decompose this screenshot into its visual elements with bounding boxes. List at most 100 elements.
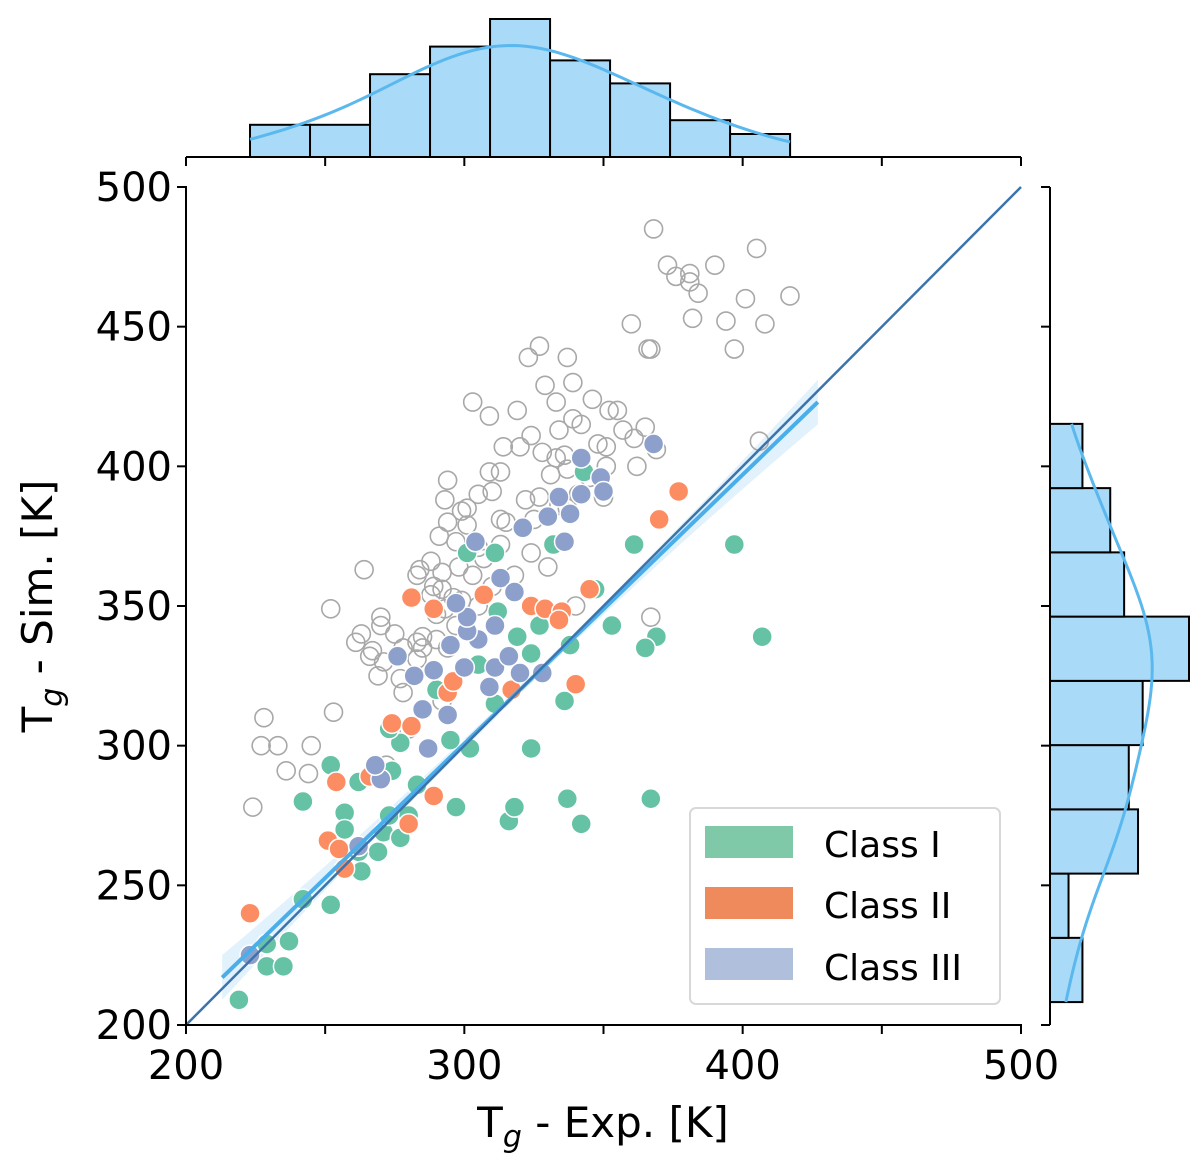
data-point	[724, 339, 745, 359]
data-point	[529, 487, 550, 507]
data-point	[557, 347, 578, 368]
x-tick-label: 500	[983, 1043, 1059, 1089]
identity-line	[185, 186, 1022, 1026]
data-point	[688, 283, 708, 303]
data-point	[705, 255, 725, 276]
data-point	[371, 607, 391, 627]
data-point	[397, 813, 420, 835]
data-point	[490, 462, 511, 482]
data-point	[546, 392, 566, 412]
data-point	[437, 470, 458, 491]
data-point	[635, 417, 656, 438]
data-point	[422, 598, 445, 620]
data-point	[578, 578, 601, 600]
data-point	[254, 707, 274, 728]
data-point	[503, 581, 526, 603]
histogram-bar	[429, 45, 492, 158]
data-point	[556, 787, 579, 810]
x-tick-label: 400	[704, 1043, 780, 1089]
histogram-bar	[669, 119, 732, 158]
data-point	[529, 336, 550, 357]
data-point	[393, 682, 413, 703]
data-point	[648, 508, 670, 531]
data-point	[422, 659, 445, 681]
data-point	[607, 400, 628, 421]
data-point	[468, 484, 489, 505]
data-point	[549, 420, 569, 440]
data-point	[553, 531, 576, 553]
data-point	[548, 609, 570, 631]
data-point	[462, 392, 483, 412]
data-point	[437, 512, 458, 533]
histogram-bar	[549, 59, 612, 158]
x-tick-label: 300	[426, 1043, 502, 1089]
y-tick-label: 350	[96, 584, 172, 630]
data-point	[621, 314, 642, 334]
legend-label-class-3: Class III	[824, 948, 962, 989]
data-point	[407, 649, 427, 669]
data-point	[407, 632, 427, 653]
data-point	[464, 531, 487, 553]
histogram-bar	[369, 73, 432, 158]
data-point	[521, 425, 541, 446]
legend-patch-class-1	[705, 826, 793, 858]
axis-ticks: 200 300 400 500 200 250 300 350 400 450 500	[96, 156, 1059, 1089]
data-point	[634, 637, 656, 659]
data-point	[596, 436, 617, 457]
data-point	[484, 656, 506, 679]
data-point	[351, 624, 372, 644]
data-point	[520, 737, 542, 760]
data-point	[421, 551, 441, 572]
data-point	[422, 785, 445, 807]
data-point	[489, 567, 512, 589]
data-point	[386, 645, 409, 668]
histogram-bar	[1049, 551, 1126, 618]
data-point	[333, 818, 356, 841]
data-point	[601, 614, 623, 637]
data-point	[301, 735, 322, 756]
data-point	[439, 729, 462, 751]
data-point	[292, 790, 314, 813]
legend-patch-class-2	[705, 887, 793, 919]
data-point	[442, 670, 464, 693]
data-point	[453, 656, 476, 679]
data-point	[432, 579, 452, 600]
data-point	[640, 787, 662, 810]
data-point	[510, 436, 530, 457]
data-point	[457, 515, 477, 535]
data-point	[570, 447, 592, 469]
data-point	[364, 754, 387, 776]
data-point	[319, 894, 342, 916]
data-point	[432, 562, 452, 583]
data-point	[412, 626, 433, 647]
data-point	[323, 702, 344, 722]
histogram-bar	[309, 123, 372, 159]
data-point	[592, 480, 615, 503]
y-tick-label: 400	[96, 444, 172, 490]
data-point	[456, 606, 478, 628]
data-point	[362, 640, 383, 661]
data-point	[411, 698, 434, 721]
data-point	[642, 433, 665, 455]
series-class-i	[228, 461, 773, 1011]
data-point	[509, 662, 531, 684]
data-point	[429, 526, 450, 546]
data-point	[531, 662, 554, 684]
data-point	[278, 930, 300, 952]
series-class-ii	[239, 480, 690, 925]
histogram-bar	[1049, 487, 1112, 554]
data-point	[537, 505, 559, 528]
data-point	[679, 263, 700, 284]
data-point	[381, 712, 403, 735]
data-point	[716, 311, 736, 331]
main-scatter-plot	[185, 186, 1022, 1026]
data-point	[515, 490, 536, 510]
data-point	[384, 624, 405, 644]
data-point	[268, 735, 288, 756]
legend-label-class-2: Class II	[824, 886, 951, 927]
data-point	[735, 288, 756, 309]
data-point	[540, 464, 561, 485]
data-point	[276, 761, 297, 781]
data-point	[445, 796, 467, 818]
data-point	[400, 715, 423, 737]
